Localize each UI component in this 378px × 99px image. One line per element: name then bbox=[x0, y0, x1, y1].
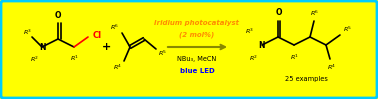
Text: $R^4$: $R^4$ bbox=[327, 62, 337, 72]
Text: $R^1$: $R^1$ bbox=[290, 52, 299, 62]
Text: $R^3$: $R^3$ bbox=[23, 27, 33, 37]
Text: $R^5$: $R^5$ bbox=[344, 24, 353, 34]
Text: N: N bbox=[259, 40, 265, 50]
Text: $R^3$: $R^3$ bbox=[245, 26, 254, 36]
Text: $R^4$: $R^4$ bbox=[113, 62, 122, 72]
Text: 25 examples: 25 examples bbox=[285, 76, 327, 82]
Text: Cl: Cl bbox=[93, 30, 102, 40]
Text: Iridium photocatalyst: Iridium photocatalyst bbox=[155, 20, 240, 26]
Text: (2 mol%): (2 mol%) bbox=[180, 32, 215, 38]
Text: +: + bbox=[101, 42, 111, 52]
Text: blue LED: blue LED bbox=[180, 68, 214, 74]
Text: $R^2$: $R^2$ bbox=[249, 53, 259, 63]
Text: $R^6$: $R^6$ bbox=[110, 22, 119, 32]
Text: O: O bbox=[55, 10, 61, 20]
Text: N: N bbox=[39, 42, 45, 51]
Text: $R^1$: $R^1$ bbox=[70, 53, 79, 63]
Text: NBu₃, MeCN: NBu₃, MeCN bbox=[177, 56, 217, 62]
Text: $R^2$: $R^2$ bbox=[31, 54, 40, 64]
Text: $R^5$: $R^5$ bbox=[158, 48, 167, 58]
FancyBboxPatch shape bbox=[1, 1, 377, 98]
Text: $R^6$: $R^6$ bbox=[310, 8, 319, 18]
Text: O: O bbox=[276, 8, 282, 17]
